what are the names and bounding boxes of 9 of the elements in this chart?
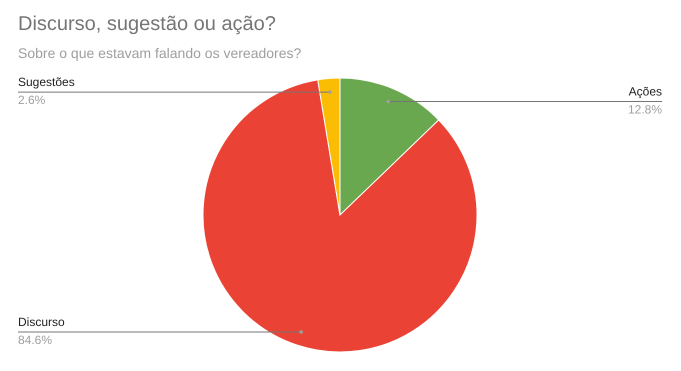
slice-label: Sugestões: [18, 75, 75, 90]
data-label: 2.6%: [18, 93, 46, 108]
data-label: 84.6%: [18, 333, 52, 348]
chart-title: Discurso, sugestão ou ação?: [18, 13, 276, 35]
data-label: 12.8%: [628, 102, 662, 117]
slice-label: Ações: [628, 84, 662, 99]
chart-subtitle: Sobre o que estavam falando os vereadores?: [18, 45, 302, 61]
pie-slice: [202, 79, 478, 352]
slice-label: Discurso: [18, 315, 65, 330]
